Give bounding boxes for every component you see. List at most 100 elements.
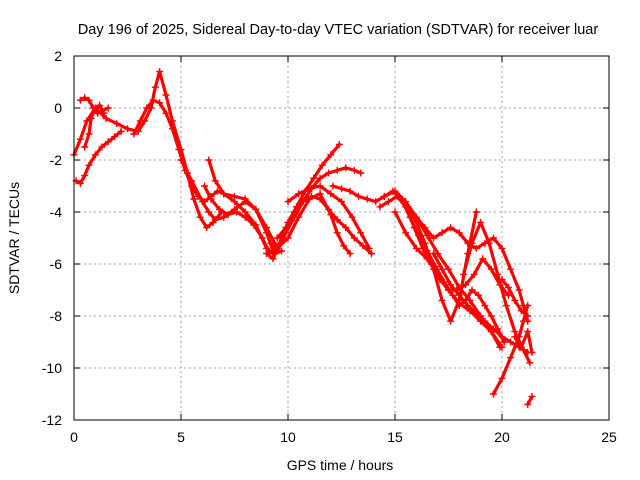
data-point (94, 109, 102, 117)
data-point (524, 302, 532, 310)
y-tick-label: -8 (50, 308, 63, 324)
data-point (162, 91, 170, 99)
data-point (201, 182, 209, 190)
data-point (76, 135, 84, 143)
data-point (190, 195, 198, 203)
data-point (524, 312, 532, 320)
data-point (372, 198, 380, 206)
data-point (517, 307, 525, 315)
data-point (273, 247, 281, 255)
plot-frame (73, 55, 610, 421)
data-point (445, 265, 452, 273)
data-point (81, 143, 89, 151)
data-point (421, 224, 429, 232)
data-point (340, 242, 348, 250)
series-line (72, 70, 224, 230)
data-point (333, 166, 341, 174)
data-point (299, 198, 307, 206)
data-point (498, 333, 506, 341)
data-point (130, 130, 138, 138)
data-point (316, 174, 324, 182)
data-point (211, 177, 219, 185)
data-point (357, 169, 365, 177)
data-point (412, 244, 420, 252)
data-point (511, 296, 519, 304)
data-point (376, 203, 384, 211)
data-point (327, 151, 335, 159)
data-point (333, 216, 341, 224)
data-point (402, 229, 410, 237)
x-tick-label: 25 (601, 429, 617, 445)
data-point (365, 244, 373, 252)
data-point (327, 190, 335, 198)
data-point (455, 291, 463, 299)
data-point (168, 125, 176, 133)
data-point (325, 205, 333, 213)
data-point (305, 185, 313, 193)
series-track-18 (412, 213, 532, 325)
data-point (359, 242, 367, 250)
data-point (263, 224, 271, 232)
data-point (464, 302, 472, 310)
data-point (355, 192, 363, 200)
data-point (269, 255, 277, 263)
data-point (224, 211, 232, 219)
data-point (470, 270, 478, 278)
data-point (85, 161, 93, 169)
data-point (338, 198, 345, 206)
series-track-24 (524, 393, 536, 408)
data-point (485, 239, 493, 247)
series-track-11 (273, 192, 375, 258)
data-point (342, 224, 350, 232)
data-point (481, 302, 489, 310)
data-point (316, 195, 324, 203)
series-line (491, 304, 530, 396)
data-point (316, 182, 324, 190)
data-point (346, 187, 354, 195)
data-point (430, 234, 438, 242)
data-point (438, 296, 446, 304)
data-point (284, 234, 292, 242)
data-point (350, 166, 358, 174)
data-point (410, 224, 418, 232)
data-point (507, 265, 515, 273)
series-track-22 (511, 328, 536, 356)
y-tick-label: -2 (50, 152, 63, 168)
data-point (487, 312, 495, 320)
series-track-23 (498, 276, 532, 320)
data-point (124, 125, 131, 133)
data-point (412, 213, 420, 221)
data-point (177, 156, 185, 164)
data-point (156, 99, 164, 107)
data-point (91, 151, 99, 159)
data-point (519, 317, 527, 325)
data-point (479, 255, 487, 263)
data-point (438, 229, 446, 237)
data-point (231, 192, 238, 200)
x-tick-label: 5 (177, 429, 185, 445)
data-point (489, 234, 497, 242)
data-point (162, 109, 170, 117)
data-point (175, 146, 183, 154)
series-line (132, 98, 275, 256)
data-point (438, 265, 446, 273)
data-point (81, 172, 89, 180)
series-track-21 (489, 302, 532, 398)
data-point (151, 83, 159, 91)
data-point (282, 224, 290, 232)
data-point (325, 169, 333, 177)
series-line (275, 194, 374, 256)
data-point (489, 325, 497, 333)
data-point (524, 400, 532, 408)
data-point (468, 286, 476, 294)
data-point (430, 265, 438, 273)
y-tick-label: -6 (50, 256, 63, 272)
data-point (295, 190, 303, 198)
data-point (216, 205, 224, 213)
data-point (335, 140, 343, 148)
data-point (421, 239, 429, 247)
series-line (431, 252, 530, 354)
data-point (102, 114, 110, 122)
data-point (329, 182, 337, 190)
